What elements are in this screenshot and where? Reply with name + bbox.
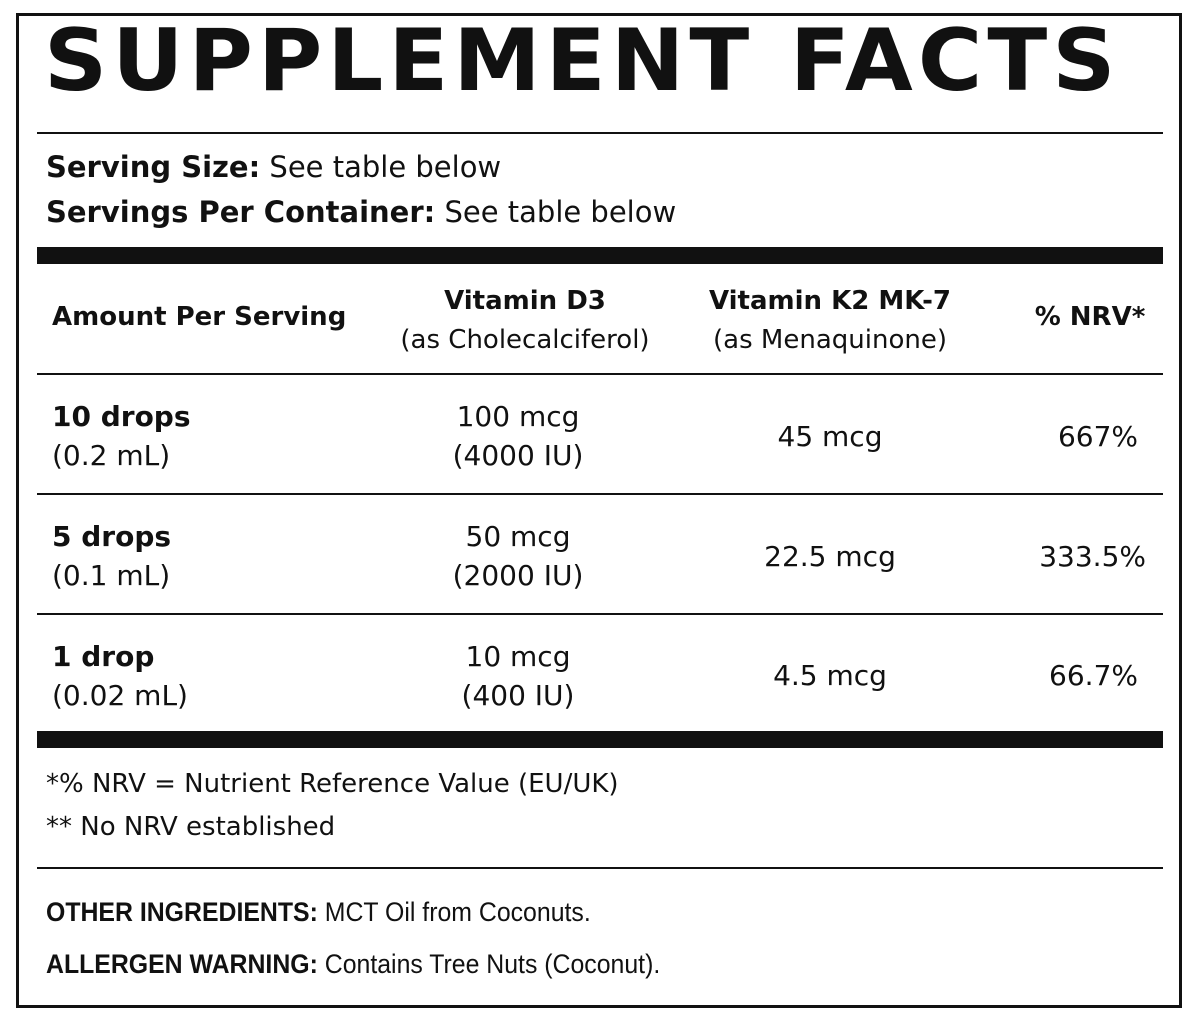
row-drops: 5 drops xyxy=(52,520,172,553)
servings-per-container-value: See table below xyxy=(444,195,677,229)
header-k2-form: (as Menaquinone) xyxy=(713,325,947,355)
row-volume: (0.1 mL) xyxy=(52,559,171,592)
row-d3-mcg: 100 mcg xyxy=(456,400,580,433)
header-nrv: % NRV* xyxy=(1005,298,1175,337)
table-row-divider xyxy=(37,613,1163,615)
label-title: SUPPLEMENT FACTS xyxy=(44,11,1121,111)
table-row-amount: 10 drops (0.2 mL) xyxy=(52,397,191,475)
row-d3-iu: (2000 IU) xyxy=(452,559,584,592)
serving-size-label: Serving Size: xyxy=(46,150,261,184)
row-drops: 10 drops xyxy=(52,400,191,433)
header-vitamin-d3: Vitamin D3 (as Cholecalciferol) xyxy=(375,282,675,360)
other-ingredients: OTHER INGREDIENTS: MCT Oil from Coconuts… xyxy=(46,897,591,928)
row-nrv: 66.7% xyxy=(1049,659,1138,692)
header-amount-label: Amount Per Serving xyxy=(52,302,347,332)
row-volume: (0.2 mL) xyxy=(52,439,171,472)
other-ingredients-label: OTHER INGREDIENTS: xyxy=(46,897,318,927)
label-frame xyxy=(16,13,1182,1008)
thick-divider xyxy=(37,247,1163,264)
servings-per-container-label: Servings Per Container: xyxy=(46,195,436,229)
table-row-divider xyxy=(37,493,1163,495)
row-k2: 22.5 mcg xyxy=(764,540,896,573)
allergen-warning-value: Contains Tree Nuts (Coconut). xyxy=(324,949,661,979)
allergen-warning-label: ALLERGEN WARNING: xyxy=(46,949,318,979)
row-drops: 1 drop xyxy=(52,640,155,673)
footnote-no-nrv: ** No NRV established xyxy=(46,812,336,842)
row-k2: 45 mcg xyxy=(777,420,883,453)
header-d3-form: (as Cholecalciferol) xyxy=(400,325,650,355)
table-row-divider xyxy=(37,373,1163,375)
servings-per-container: Servings Per Container: See table below xyxy=(46,195,676,229)
table-row-amount: 1 drop (0.02 mL) xyxy=(52,637,188,715)
header-nrv-label: % NRV* xyxy=(1034,302,1146,332)
header-k2-name: Vitamin K2 MK-7 xyxy=(708,286,952,316)
row-d3-iu: (400 IU) xyxy=(461,679,575,712)
row-volume: (0.02 mL) xyxy=(52,679,188,712)
row-d3-mcg: 10 mcg xyxy=(465,640,571,673)
thick-divider xyxy=(37,731,1163,748)
row-nrv: 667% xyxy=(1057,420,1138,453)
row-nrv: 333.5% xyxy=(1039,540,1146,573)
header-vitamin-k2: Vitamin K2 MK-7 (as Menaquinone) xyxy=(680,282,980,360)
header-d3-name: Vitamin D3 xyxy=(444,286,606,316)
table-row-d3: 100 mcg (4000 IU) xyxy=(368,397,668,475)
row-k2: 4.5 mcg xyxy=(773,659,887,692)
serving-size-value: See table below xyxy=(269,150,502,184)
header-amount: Amount Per Serving xyxy=(52,298,346,337)
table-row-d3: 10 mcg (400 IU) xyxy=(368,637,668,715)
row-d3-iu: (4000 IU) xyxy=(452,439,584,472)
table-row-amount: 5 drops (0.1 mL) xyxy=(52,517,171,595)
row-d3-mcg: 50 mcg xyxy=(465,520,571,553)
allergen-warning: ALLERGEN WARNING: Contains Tree Nuts (Co… xyxy=(46,949,660,980)
serving-size: Serving Size: See table below xyxy=(46,150,501,184)
other-ingredients-value: MCT Oil from Coconuts. xyxy=(324,897,591,927)
divider xyxy=(37,132,1163,134)
table-row-d3: 50 mcg (2000 IU) xyxy=(368,517,668,595)
footnote-nrv: *% NRV = Nutrient Reference Value (EU/UK… xyxy=(46,769,619,799)
divider xyxy=(37,867,1163,869)
